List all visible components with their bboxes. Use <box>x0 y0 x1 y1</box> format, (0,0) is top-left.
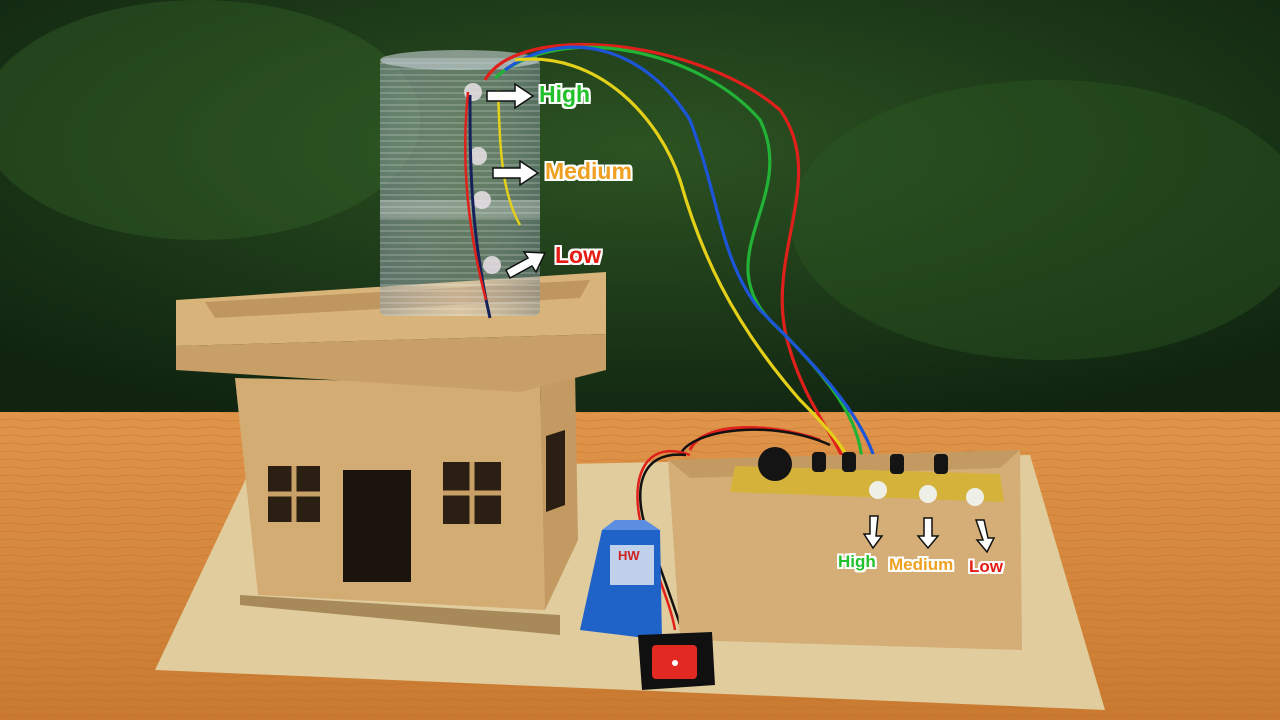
sensor-wires <box>464 42 877 631</box>
label-tank-high: High <box>538 81 591 107</box>
power-switch <box>638 632 715 690</box>
circuit-board <box>730 447 1004 506</box>
annotation-arrows <box>486 82 996 554</box>
arrow-medium-icon <box>492 159 540 187</box>
arrow-led-high-icon <box>862 515 884 550</box>
arrow-low-icon <box>505 251 547 280</box>
buzzer <box>758 447 792 481</box>
led-high <box>869 481 887 499</box>
label-led-medium: Medium <box>888 555 954 574</box>
cardboard-house <box>176 272 606 635</box>
label-led-low: Low <box>969 557 1004 576</box>
led-low <box>966 488 984 506</box>
battery: HW <box>580 520 662 640</box>
label-tank-medium: Medium <box>545 158 633 184</box>
arrow-led-low-icon <box>974 519 996 554</box>
battery-brand: HW <box>618 548 640 563</box>
arrow-led-medium-icon <box>916 517 940 550</box>
label-led-high: High <box>838 552 877 571</box>
led-medium <box>919 485 937 503</box>
arrow-high-icon <box>486 82 535 110</box>
label-tank-low: Low <box>555 242 602 268</box>
house-door <box>343 470 411 582</box>
